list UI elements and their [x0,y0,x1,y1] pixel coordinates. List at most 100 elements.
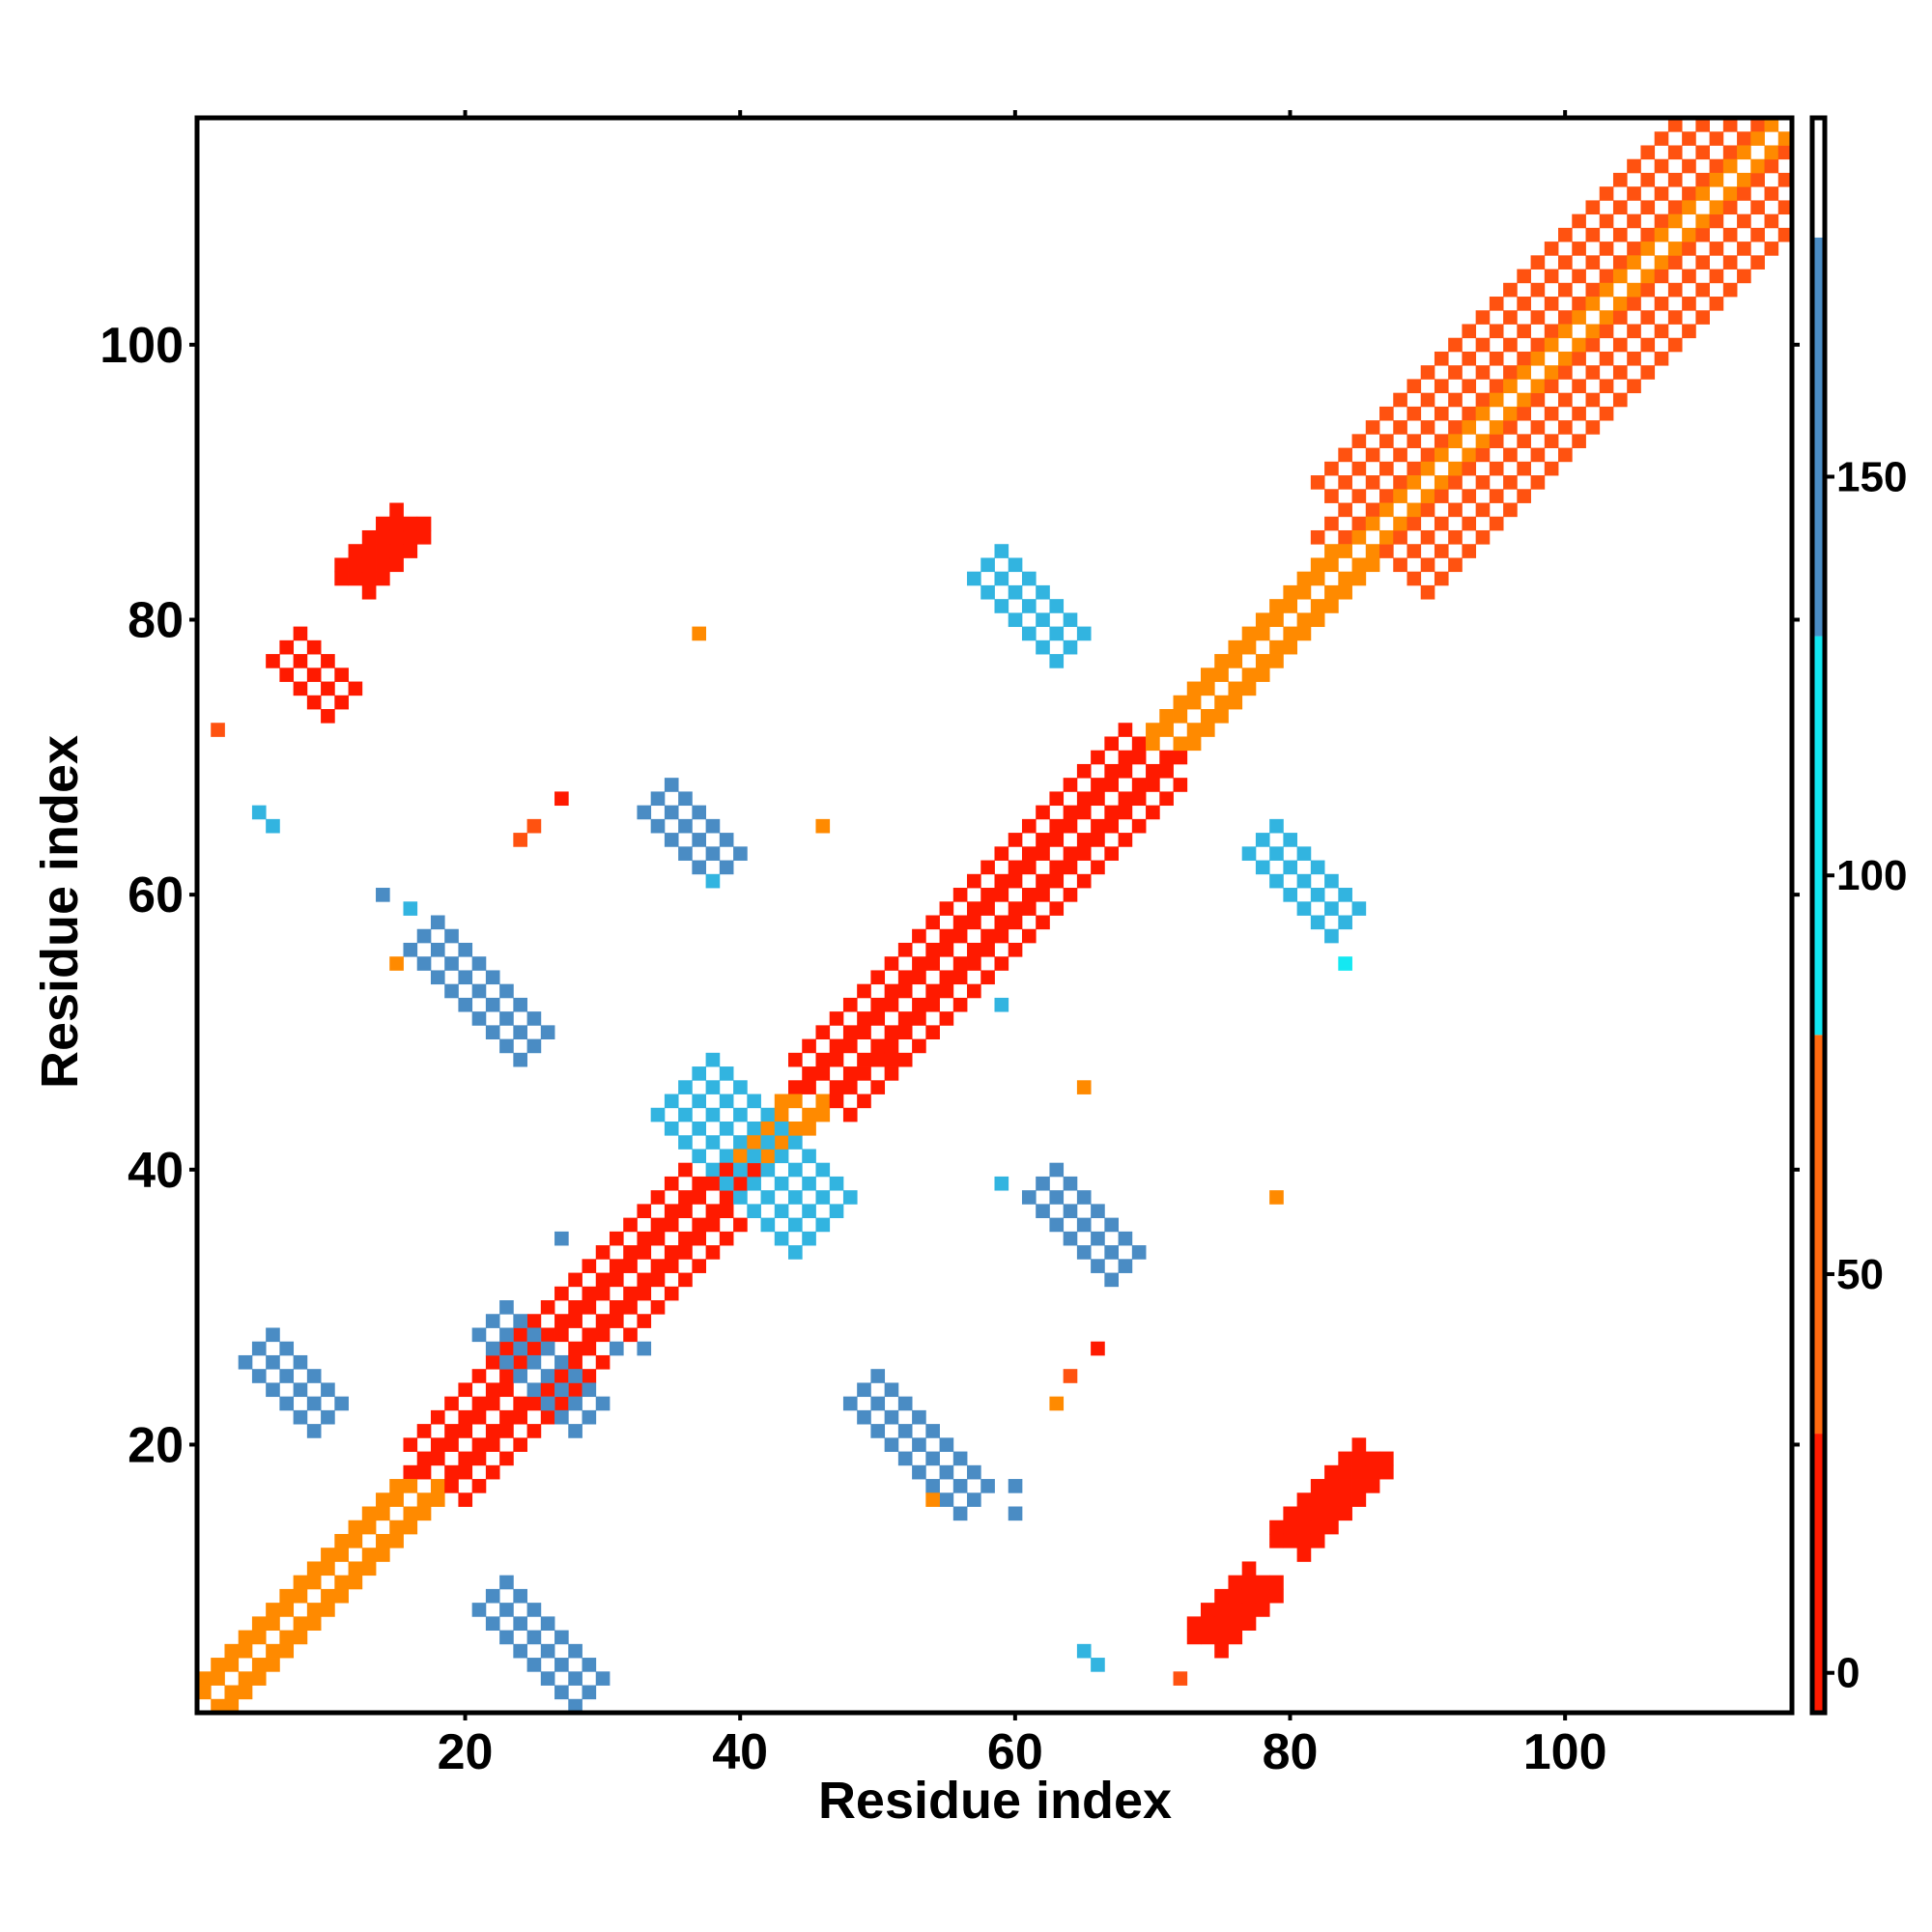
heatmap-cell [485,1025,500,1039]
x-axis-title: Residue index [818,1772,1172,1830]
heatmap-cell [802,1176,816,1191]
heatmap-cell [1489,516,1504,531]
heatmap-cell [416,956,432,971]
heatmap-cell [1049,901,1065,916]
heatmap-cell [499,1424,514,1438]
heatmap-cell [650,1259,666,1273]
heatmap-cell [540,1409,555,1425]
heatmap-cell [251,1341,267,1356]
heatmap-cell [1585,255,1601,270]
heatmap-cell [1063,818,1078,834]
heatmap-cell [1269,1588,1284,1604]
heatmap-cell [1420,489,1435,503]
heatmap-cell [733,1080,748,1094]
heatmap-cell [568,1643,582,1659]
heatmap-cell [1654,297,1669,311]
heatmap-cell [238,1685,253,1700]
heatmap-cell [1324,489,1339,503]
heatmap-cell [389,529,404,545]
heatmap-cell [1296,1533,1312,1548]
heatmap-cell [788,1217,803,1233]
heatmap-cell [1269,612,1284,628]
heatmap-cell [637,805,652,820]
heatmap-cell [582,1327,597,1343]
heatmap-cell [664,805,679,820]
heatmap-cell [224,1685,240,1700]
heatmap-cell [1036,873,1050,889]
heatmap-cell [1338,529,1352,545]
heatmap-cell [802,1121,816,1136]
heatmap-cell [540,1300,555,1315]
heatmap-cell [788,1080,803,1094]
heatmap-cell [471,956,487,971]
heatmap-cell [348,544,363,558]
heatmap-cell [1627,213,1641,229]
heatmap-cell [403,1520,418,1535]
heatmap-cell [705,1052,721,1067]
heatmap-cell [1351,434,1367,448]
heatmap-cell [994,873,1009,889]
heatmap-cells [197,118,1793,1714]
heatmap-cell [1558,282,1573,298]
heatmap-cell [912,1011,926,1026]
heatmap-cell [1241,1588,1257,1604]
heatmap-cell [1049,1190,1065,1205]
heatmap-cell [513,1643,527,1659]
heatmap-cell [1627,242,1641,256]
heatmap-cell [1667,282,1683,298]
heatmap-cell [1310,612,1325,628]
heatmap-cell [705,1107,721,1122]
heatmap-cell [857,1066,871,1081]
heatmap-cell [1737,269,1751,284]
heatmap-cell [1530,379,1546,394]
heatmap-cell [1241,1575,1257,1590]
heatmap-cell [1503,502,1518,518]
heatmap-cell [1310,1479,1325,1493]
heatmap-cell [1517,489,1531,503]
heatmap-cell [1764,145,1779,160]
heatmap-cell [389,502,404,518]
heatmap-cell [1351,489,1367,503]
heatmap-cell [1324,1506,1339,1521]
heatmap-cell [403,942,418,957]
heatmap-cell [499,983,514,999]
heatmap-cell [1434,571,1449,586]
heatmap-cell [1682,269,1696,284]
heatmap-cell [1709,158,1724,174]
heatmap-cell [1076,1080,1092,1094]
heatmap-cell [279,668,295,682]
heatmap-cell [1517,297,1531,311]
heatmap-cell [1283,833,1298,847]
heatmap-cell [554,1327,569,1343]
heatmap-cell [623,1217,638,1233]
heatmap-cell [1722,200,1738,215]
heatmap-cell [1654,269,1669,284]
heatmap-cell [582,1259,597,1273]
heatmap-cell [1517,365,1531,380]
heatmap-cell [279,1396,295,1411]
heatmap-cell [623,1245,638,1260]
heatmap-cell [1572,434,1586,448]
heatmap-cell [251,1369,267,1383]
heatmap-cell [595,1314,611,1328]
heatmap-cell [1049,860,1065,875]
heatmap-cell [609,1300,624,1315]
heatmap-cell [692,1190,707,1205]
heatmap-cell [980,901,995,916]
heatmap-cell [471,1396,487,1411]
heatmap-cell [1214,1630,1229,1645]
heatmap-cell [251,1616,267,1631]
heatmap-cell [513,1314,527,1328]
heatmap-cell [499,1327,514,1343]
colorbar-ticks: 0 50 100 150 [1825,453,1907,1697]
heatmap-cell [238,1630,253,1645]
heatmap-cell [1036,888,1050,902]
heatmap-cell [1612,297,1628,311]
heatmap-cell [609,1314,624,1328]
heatmap-cell [1076,833,1092,847]
heatmap-cell [664,1245,679,1260]
heatmap-cell [1296,901,1312,916]
heatmap-cell [952,1451,968,1466]
heatmap-cell [1434,434,1449,448]
heatmap-cell [1365,475,1380,490]
